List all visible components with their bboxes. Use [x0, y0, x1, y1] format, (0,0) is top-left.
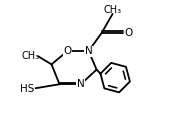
Text: HS: HS [20, 84, 34, 94]
Text: O: O [124, 27, 133, 38]
Text: O: O [63, 46, 72, 56]
Text: N: N [77, 79, 85, 89]
Text: CH₃: CH₃ [22, 51, 40, 61]
Text: N: N [85, 46, 93, 56]
Text: CH₃: CH₃ [104, 5, 122, 15]
